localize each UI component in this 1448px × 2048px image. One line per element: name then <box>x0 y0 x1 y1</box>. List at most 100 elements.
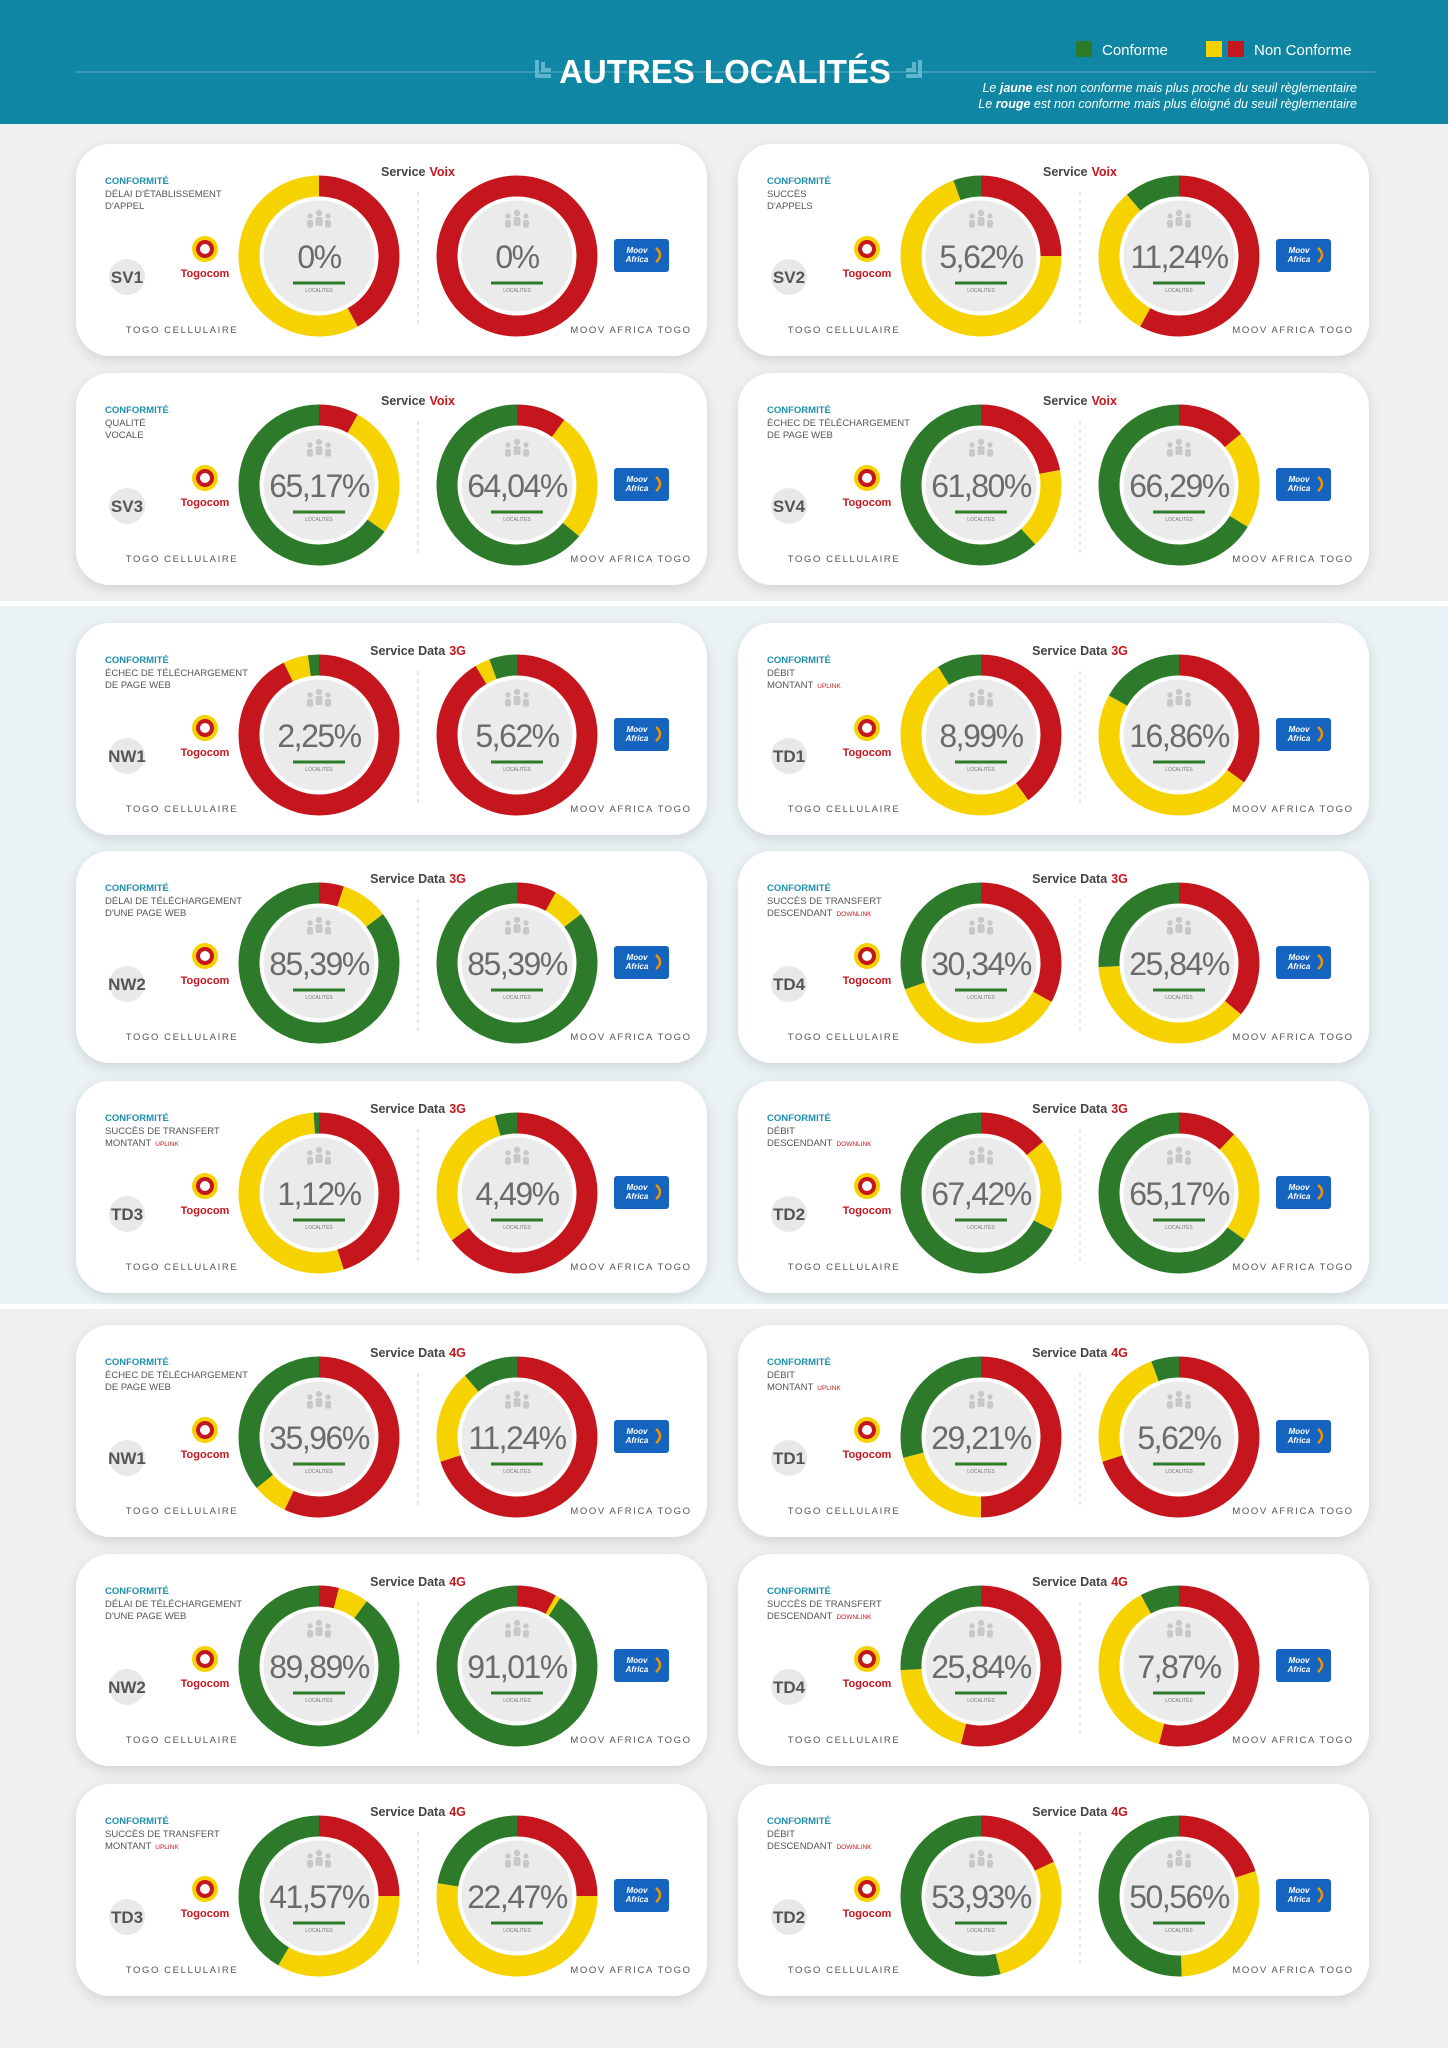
donut-value: 66,29% <box>1129 468 1230 504</box>
togocom-logo <box>200 473 210 483</box>
people-icon <box>1185 927 1191 935</box>
service-name: Service Data <box>1032 1346 1108 1360</box>
togocom-name: Togocom <box>181 747 230 759</box>
service-title: Service Data 3G <box>370 872 466 886</box>
moov-logo <box>614 239 669 272</box>
people-icon <box>325 1860 331 1868</box>
note-text: Le <box>982 81 999 95</box>
people-icon <box>505 220 511 228</box>
people-icon <box>1167 1860 1173 1868</box>
legend-label: Non Conforme <box>1254 42 1352 59</box>
people-icon <box>1167 692 1173 698</box>
people-icon <box>505 1401 511 1409</box>
header-bar <box>0 0 1448 124</box>
service-title: Service Data 4G <box>370 1575 466 1589</box>
people-icon <box>1167 1630 1173 1638</box>
conformite-label: CONFORMITÉ <box>767 1113 831 1124</box>
donut-segment-conforme <box>238 1356 400 1518</box>
donut-segment-conforme <box>238 654 400 816</box>
donut-inner <box>922 1134 1040 1252</box>
localites-label: LOCALITÉS <box>305 994 333 1001</box>
moov-swoosh <box>1317 1887 1324 1903</box>
moov-name: Moov <box>627 1183 648 1192</box>
donut-inner <box>1120 1378 1238 1496</box>
people-icon <box>325 1401 331 1409</box>
indicator-name: D'UNE PAGE WEB <box>105 908 186 919</box>
people-icon <box>523 1853 529 1859</box>
service-name: Service <box>381 165 426 179</box>
donut-inner <box>260 1134 378 1252</box>
service-tag: 4G <box>1111 1575 1128 1589</box>
people-icon <box>1185 213 1191 219</box>
people-icon <box>977 209 985 217</box>
people-icon <box>523 927 529 935</box>
togocom-logo <box>862 244 872 254</box>
people-icon <box>325 449 331 457</box>
people-icon <box>977 1154 985 1163</box>
donut-value: 4,49% <box>475 1176 559 1212</box>
people-icon <box>1185 1150 1191 1156</box>
people-icon <box>523 213 529 219</box>
togocom-name: Togocom <box>181 497 230 509</box>
people-icon <box>987 449 993 457</box>
operator-name: MOOV AFRICA TOGO <box>570 1735 691 1746</box>
donut-segment-jaune <box>436 1815 598 1977</box>
moov-swoosh <box>1317 726 1324 742</box>
service-tag: 3G <box>1111 644 1128 658</box>
people-icon <box>523 1157 529 1165</box>
operator-name: TOGO CELLULAIRE <box>788 1735 901 1746</box>
people-icon <box>315 1398 323 1407</box>
people-icon <box>325 442 331 448</box>
moov-logo <box>614 468 669 501</box>
localites-label: LOCALITÉS <box>967 516 995 523</box>
localites-label: LOCALITÉS <box>1165 287 1193 294</box>
people-icon <box>969 699 975 707</box>
donut-segment-conforme <box>436 1585 598 1747</box>
indicator-line: DÉLAI DE TÉLÉCHARGEMENT <box>105 1599 242 1610</box>
people-icon <box>523 220 529 228</box>
conformite-label: CONFORMITÉ <box>767 1586 831 1597</box>
donut-value: 64,04% <box>467 468 568 504</box>
moov-name: Africa <box>1287 484 1311 493</box>
localites-label: LOCALITÉS <box>967 766 995 773</box>
donut-segment-conforme <box>1098 175 1260 337</box>
operator-name: MOOV AFRICA TOGO <box>1232 1735 1353 1746</box>
moov-logo <box>1276 239 1331 272</box>
donut-segment-jaune <box>436 1112 598 1274</box>
operator-name: MOOV AFRICA TOGO <box>570 1965 691 1976</box>
operator-name: TOGO CELLULAIRE <box>788 1032 901 1043</box>
people-icon <box>513 1627 521 1636</box>
indicator-code: SV3 <box>111 497 143 516</box>
indicator-tag: UPLINK <box>155 1844 179 1851</box>
donut-segment-jaune <box>238 1112 400 1274</box>
indicator-name: SUCCÈS DE TRANSFERT <box>105 1126 220 1137</box>
donut-value: 0% <box>495 239 539 275</box>
togocom-logo <box>862 473 872 483</box>
service-tag: 3G <box>449 644 466 658</box>
section-separator <box>0 601 1448 606</box>
localites-label: LOCALITÉS <box>967 287 995 294</box>
donut-segment-conforme <box>238 1112 400 1274</box>
people-icon <box>1185 442 1191 448</box>
donut-inner <box>922 1837 1040 1955</box>
donut-inner <box>1120 1134 1238 1252</box>
people-icon <box>977 688 985 696</box>
service-tag: 4G <box>1111 1346 1128 1360</box>
people-icon <box>1167 1853 1173 1859</box>
donut-segment-conforme <box>1098 882 1260 1044</box>
people-icon <box>513 1390 521 1398</box>
people-icon <box>307 1401 313 1409</box>
localites-label: LOCALITÉS <box>503 287 531 294</box>
note-text: rouge <box>996 97 1031 111</box>
people-icon <box>307 449 313 457</box>
people-icon <box>513 688 521 696</box>
conformite-label: CONFORMITÉ <box>105 1113 169 1124</box>
donut-value: 50,56% <box>1129 1879 1230 1915</box>
indicator-name: D'UNE PAGE WEB <box>105 1611 186 1622</box>
operator-name: TOGO CELLULAIRE <box>126 325 239 336</box>
moov-swoosh <box>1317 1657 1324 1673</box>
code-badge <box>109 1899 145 1935</box>
